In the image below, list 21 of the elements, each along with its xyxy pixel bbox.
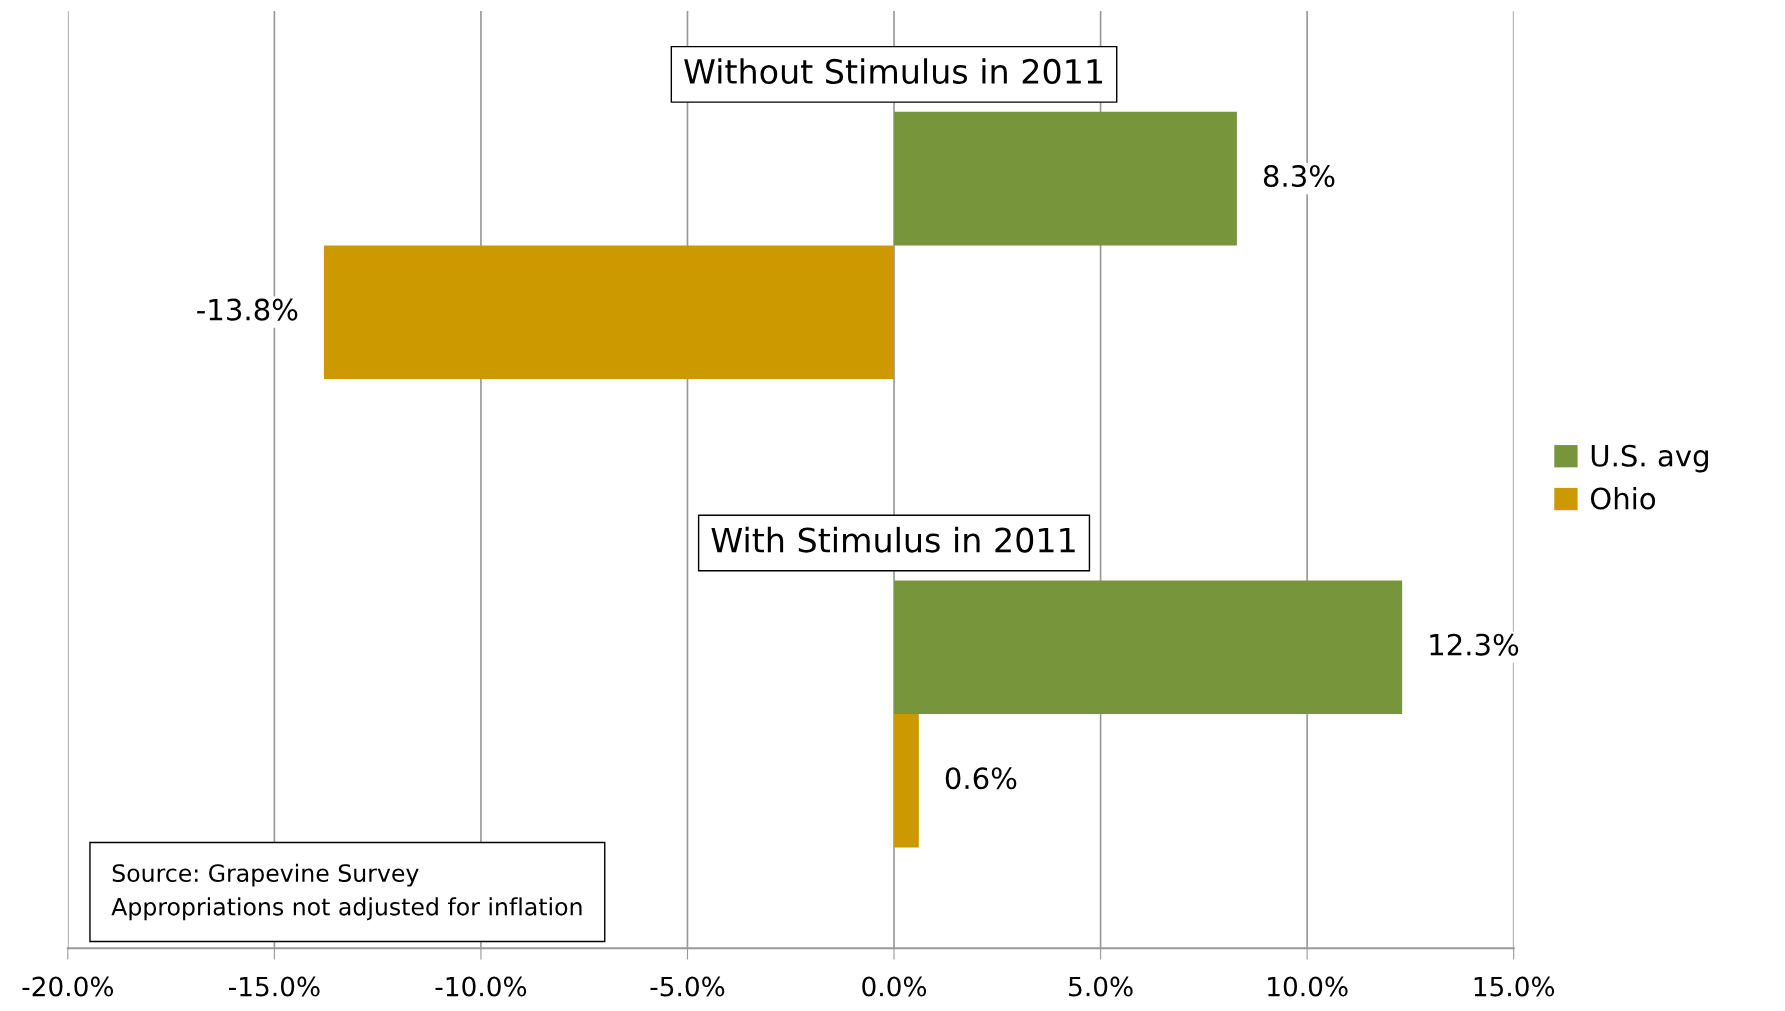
- y-tick-label: Without Stimulus in 2011: [684, 58, 1103, 85]
- x-tick-label: 15.0%: [1474, 976, 1555, 997]
- x-tick-label: -10.0%: [435, 976, 527, 997]
- text: 8.3%: [1263, 165, 1335, 188]
- bar: [894, 714, 919, 848]
- x-tick-label: -15.0%: [229, 976, 320, 997]
- x-tick-label: -20.0%: [22, 976, 114, 997]
- bar: [323, 245, 895, 379]
- text: 0.6%: [945, 767, 1017, 790]
- text: 12.3%: [1430, 633, 1519, 656]
- bar: [894, 111, 1237, 246]
- text: -13.8%: [197, 298, 298, 321]
- x-tick-label: 10.0%: [1268, 976, 1348, 997]
- y-tick-label: With Stimulus in 2011: [711, 526, 1075, 553]
- legend-label: Ohio: [1590, 487, 1656, 510]
- legend-label: U.S. avg: [1591, 444, 1708, 473]
- x-tick-label: 5.0%: [1069, 976, 1133, 997]
- x-tick-label: 0.0%: [862, 976, 927, 997]
- bar: [894, 580, 1403, 715]
- annotation: Source: Grapevine Survey Appropriations not adjusted for inflation: [111, 863, 582, 921]
- x-tick-label: -5.0%: [650, 976, 725, 997]
